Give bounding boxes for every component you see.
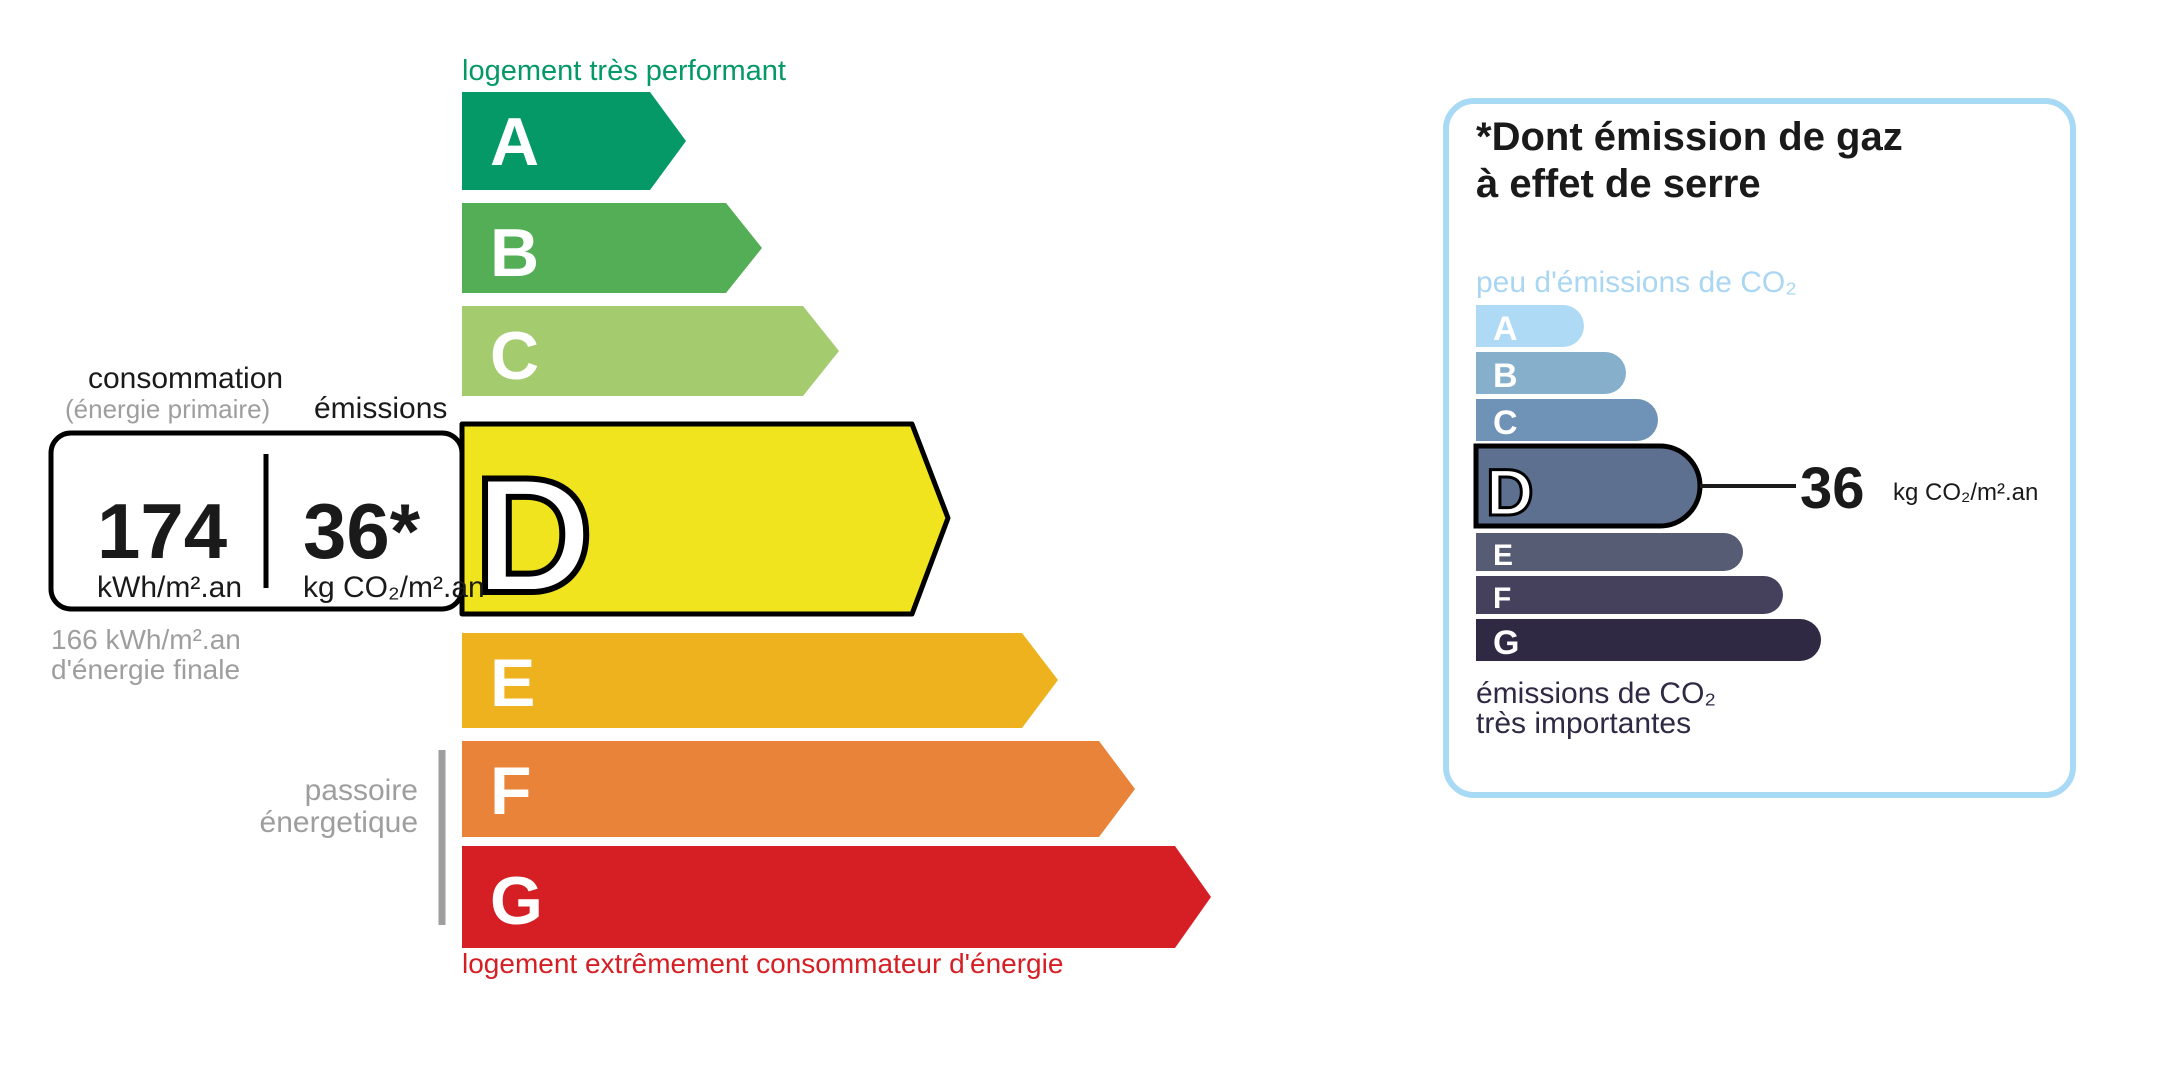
svg-text:E: E <box>1493 539 1513 572</box>
svg-text:émissions de CO₂: émissions de CO₂ <box>1476 677 1716 710</box>
svg-text:D: D <box>1486 455 1534 529</box>
svg-text:A: A <box>1493 310 1518 348</box>
svg-text:G: G <box>1493 624 1519 662</box>
svg-text:*Dont émission de gaz: *Dont émission de gaz <box>1476 115 1903 159</box>
svg-text:à effet de serre: à effet de serre <box>1476 162 1761 206</box>
svg-text:36: 36 <box>1800 456 1865 521</box>
svg-text:kg CO₂/m².an: kg CO₂/m².an <box>1893 479 2038 506</box>
svg-text:F: F <box>1493 582 1511 615</box>
svg-text:C: C <box>1493 404 1518 442</box>
svg-text:B: B <box>1493 357 1518 395</box>
svg-text:peu d'émissions de CO₂: peu d'émissions de CO₂ <box>1476 266 1797 299</box>
svg-text:très importantes: très importantes <box>1476 707 1691 740</box>
